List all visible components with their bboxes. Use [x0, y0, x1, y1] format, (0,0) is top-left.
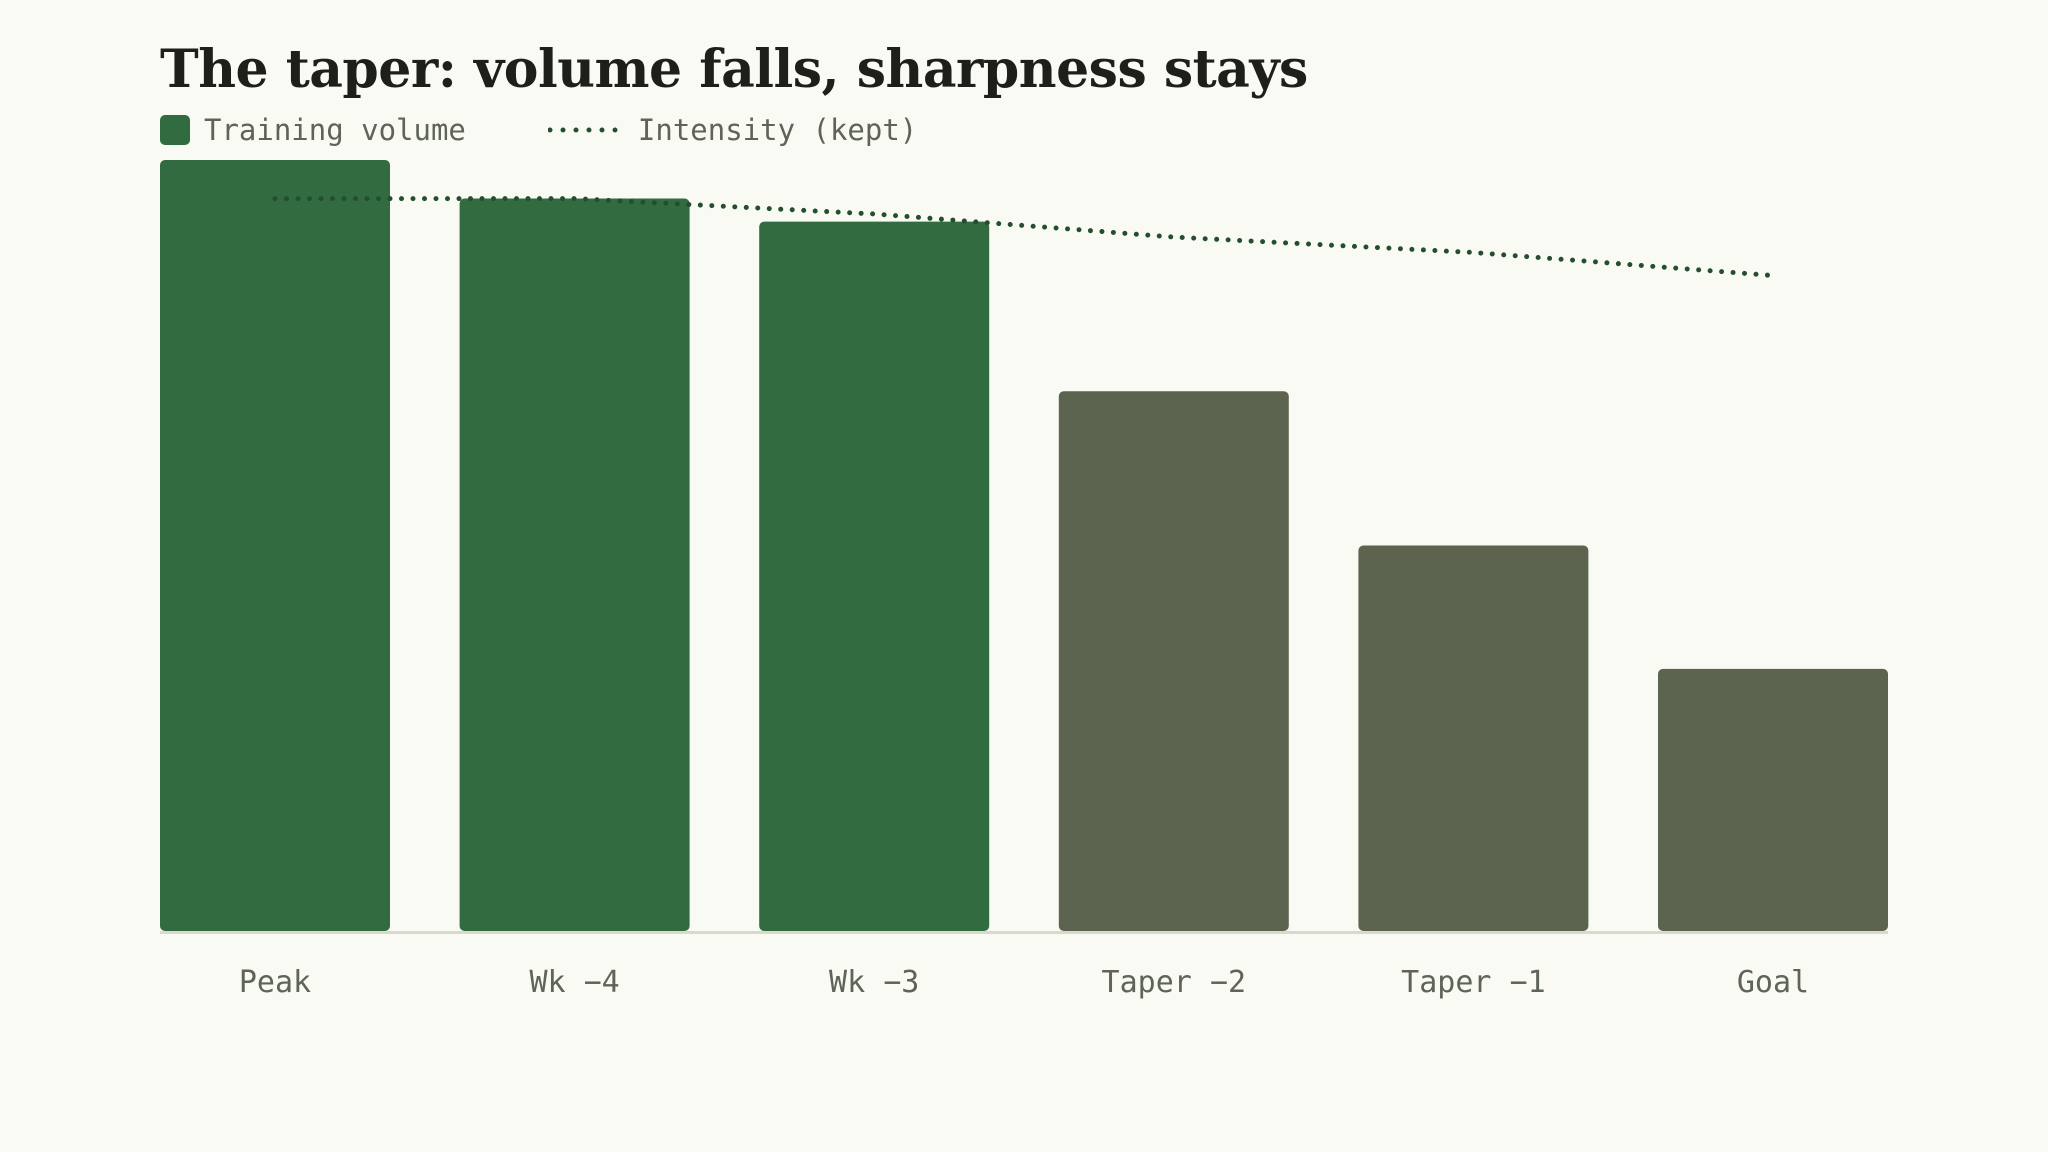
legend-swatch-volume: [160, 115, 190, 145]
chart-legend: Training volume Intensity (kept): [160, 112, 917, 148]
x-tick-label-4: Taper −2: [1102, 965, 1247, 1000]
legend-item-volume: Training volume: [160, 113, 466, 147]
legend-item-intensity: Intensity (kept): [466, 113, 917, 147]
bar-6: [1658, 668, 1888, 931]
bar-5: [1358, 545, 1589, 931]
legend-label-intensity: Intensity (kept): [637, 113, 918, 147]
x-tick-label-5: Taper −1: [1401, 965, 1546, 1000]
bar-4: [1058, 391, 1289, 931]
legend-label-volume: Training volume: [204, 113, 466, 147]
x-tick-label-6: Goal: [1737, 965, 1809, 1000]
legend-dotted-line-icon: [547, 127, 622, 133]
bar-2: [459, 198, 690, 932]
x-tick-label-2: Wk −4: [529, 965, 619, 1000]
chart-title: The taper: volume falls, sharpness stays: [160, 39, 1308, 100]
x-tick-label-1: Peak: [239, 965, 311, 1000]
x-tick-label-3: Wk −3: [829, 965, 919, 1000]
bar-1: [160, 160, 390, 931]
bar-3: [759, 221, 990, 931]
intensity-line: [272, 196, 1776, 279]
